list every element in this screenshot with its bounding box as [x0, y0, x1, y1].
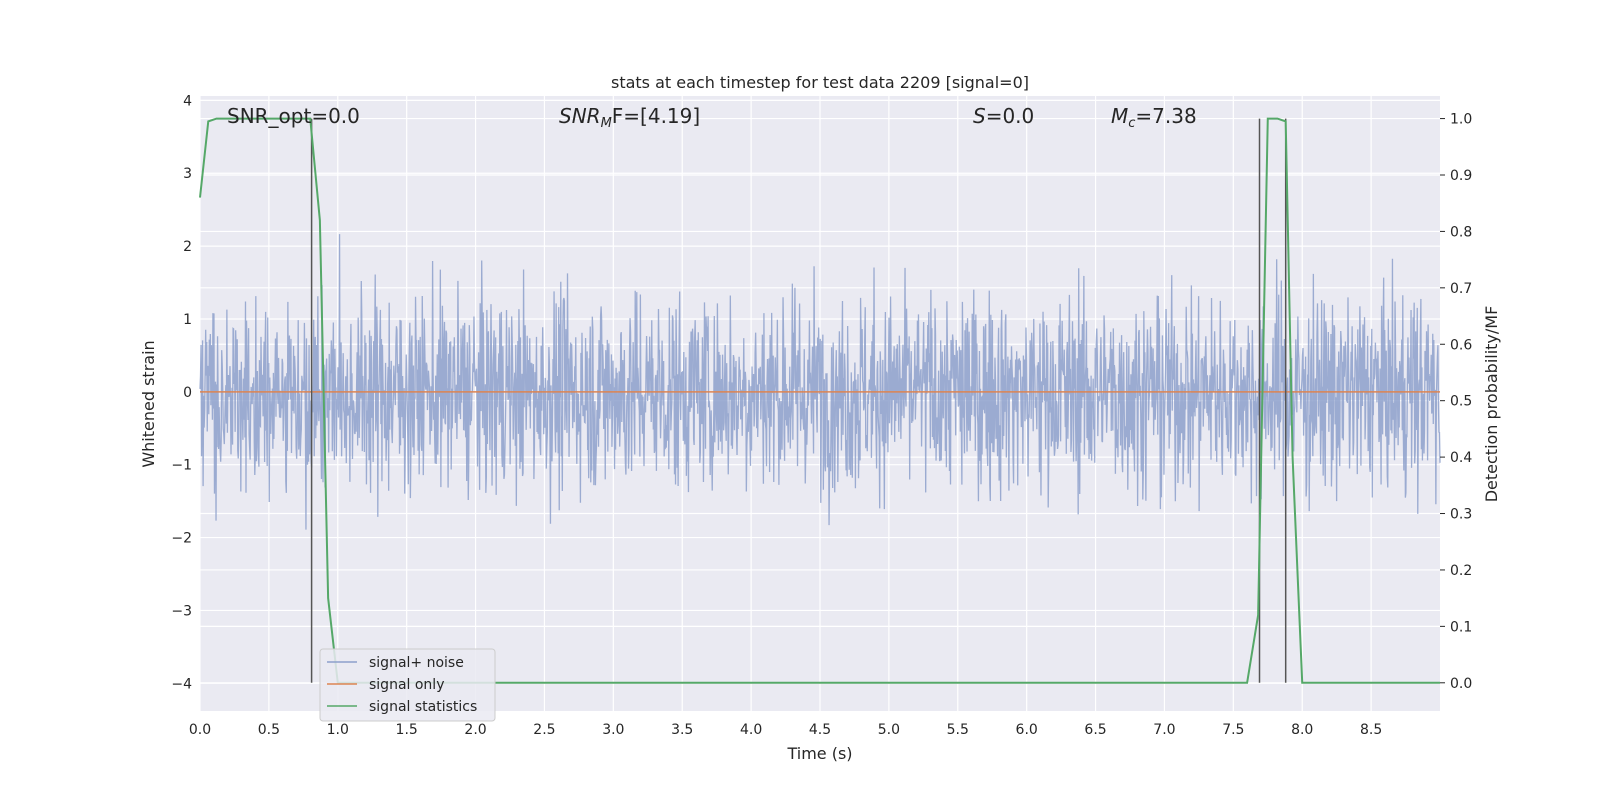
- y-left-tick-label: −4: [171, 676, 192, 692]
- x-tick-label: 6.5: [1084, 722, 1106, 738]
- y-right-tick-label: 0.5: [1450, 394, 1472, 410]
- x-axis-label: Time (s): [786, 744, 852, 763]
- snr-mf-annotation: SNRMF=[4.19]: [559, 104, 700, 131]
- x-tick-label: 0.5: [258, 722, 280, 738]
- x-tick-label: 1.5: [396, 722, 418, 738]
- legend-label-stats: signal statistics: [369, 699, 477, 715]
- y-left-tick-label: 1: [183, 312, 192, 328]
- y-axis-label-right: Detection probability/MF: [1482, 306, 1501, 503]
- stats-series: [199, 117, 1440, 684]
- y-left-tick-label: −3: [171, 603, 192, 619]
- s-annotation: S=0.0: [973, 104, 1034, 128]
- chart-title: stats at each timestep for test data 220…: [611, 73, 1029, 92]
- noise-series: [199, 234, 1441, 530]
- x-tick-label: 4.5: [809, 722, 831, 738]
- axis-ticks: 0.0 0.5 1.0 1.5 2.0 2.5 3.0 3.5 4.0 4.5 5.0 5.5 6.0 6…: [171, 93, 1472, 738]
- y-left-tick-label: 2: [183, 239, 192, 255]
- legend-label-signal: signal only: [369, 677, 444, 693]
- x-tick-label: 2.0: [464, 722, 486, 738]
- y-right-tick-label: 0.4: [1450, 450, 1472, 466]
- y-right-tick-label: 0.8: [1450, 224, 1472, 240]
- x-tick-label: 0.0: [189, 722, 211, 738]
- y-right-tick-label: 0.0: [1450, 676, 1472, 692]
- y-left-tick-label: −2: [171, 531, 192, 547]
- y-right-tick-label: 0.3: [1450, 507, 1472, 523]
- stats-line: [199, 117, 1440, 684]
- x-tick-label: 8.0: [1291, 722, 1313, 738]
- x-tick-label: 5.0: [878, 722, 900, 738]
- y-right-tick-label: 0.2: [1450, 563, 1472, 579]
- x-tick-label: 6.0: [1016, 722, 1038, 738]
- x-tick-label: 3.0: [602, 722, 624, 738]
- y-right-tick-label: 0.9: [1450, 168, 1472, 184]
- y-left-tick-label: −1: [171, 458, 192, 474]
- x-tick-label: 5.5: [947, 722, 969, 738]
- x-tick-label: 7.5: [1222, 722, 1244, 738]
- y-right-tick-label: 0.6: [1450, 337, 1472, 353]
- y-right-tick-label: 0.7: [1450, 281, 1472, 297]
- legend-label-noise: signal+ noise: [369, 655, 464, 671]
- y-axis-label-left: Whitened strain: [139, 340, 158, 467]
- legend: signal+ noise signal only signal statist…: [319, 648, 496, 722]
- y-left-tick-label: 0: [183, 385, 192, 401]
- mc-annotation: Mc=7.38: [1111, 104, 1197, 131]
- noise-line: [199, 234, 1441, 530]
- x-tick-label: 8.5: [1360, 722, 1382, 738]
- y-right-tick-label: 0.1: [1450, 619, 1472, 635]
- x-tick-label: 3.5: [671, 722, 693, 738]
- x-tick-label: 2.5: [533, 722, 555, 738]
- x-tick-label: 7.0: [1153, 722, 1175, 738]
- snr-opt-annotation: SNR_opt=0.0: [227, 104, 360, 128]
- legend-box: [319, 648, 496, 722]
- y-left-tick-label: 4: [183, 93, 192, 109]
- y-right-tick-label: 1.0: [1450, 112, 1472, 128]
- x-tick-label: 4.0: [740, 722, 762, 738]
- x-tick-label: 1.0: [327, 722, 349, 738]
- y-left-tick-label: 3: [183, 166, 192, 182]
